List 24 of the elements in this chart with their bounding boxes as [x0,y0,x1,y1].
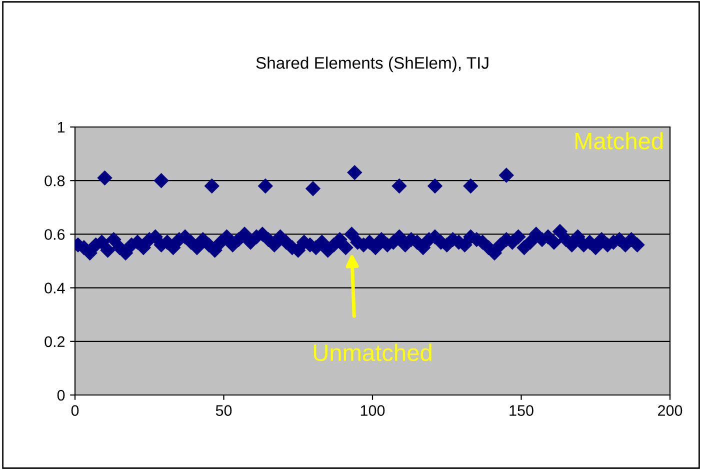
point [204,178,220,194]
annotation: Matched [575,132,663,150]
point [258,178,274,194]
x-tick-label: 200 [658,405,682,416]
point [392,178,407,194]
x-tick-label: 50 [216,405,232,416]
x-tick-label: 100 [360,405,385,416]
point [154,172,169,188]
y-tick-label: 0.4 [44,282,65,294]
point [427,178,443,194]
y-tick-label: 0.8 [44,175,65,186]
point [463,178,478,194]
point [97,170,112,186]
annotation: Unmatched [314,344,432,362]
y-tick-label: 0.2 [44,336,65,348]
point [347,164,362,180]
point [305,181,321,196]
y-tick-label: 1 [58,122,65,133]
x-tick-label: 150 [510,405,534,416]
chart-title: Shared Elements (ShElem), TIJ [256,56,488,72]
x-tick-label: 0 [71,405,79,416]
y-tick-label: 0 [57,390,65,401]
y-tick-label: 0.6 [44,229,65,240]
point [498,168,514,183]
